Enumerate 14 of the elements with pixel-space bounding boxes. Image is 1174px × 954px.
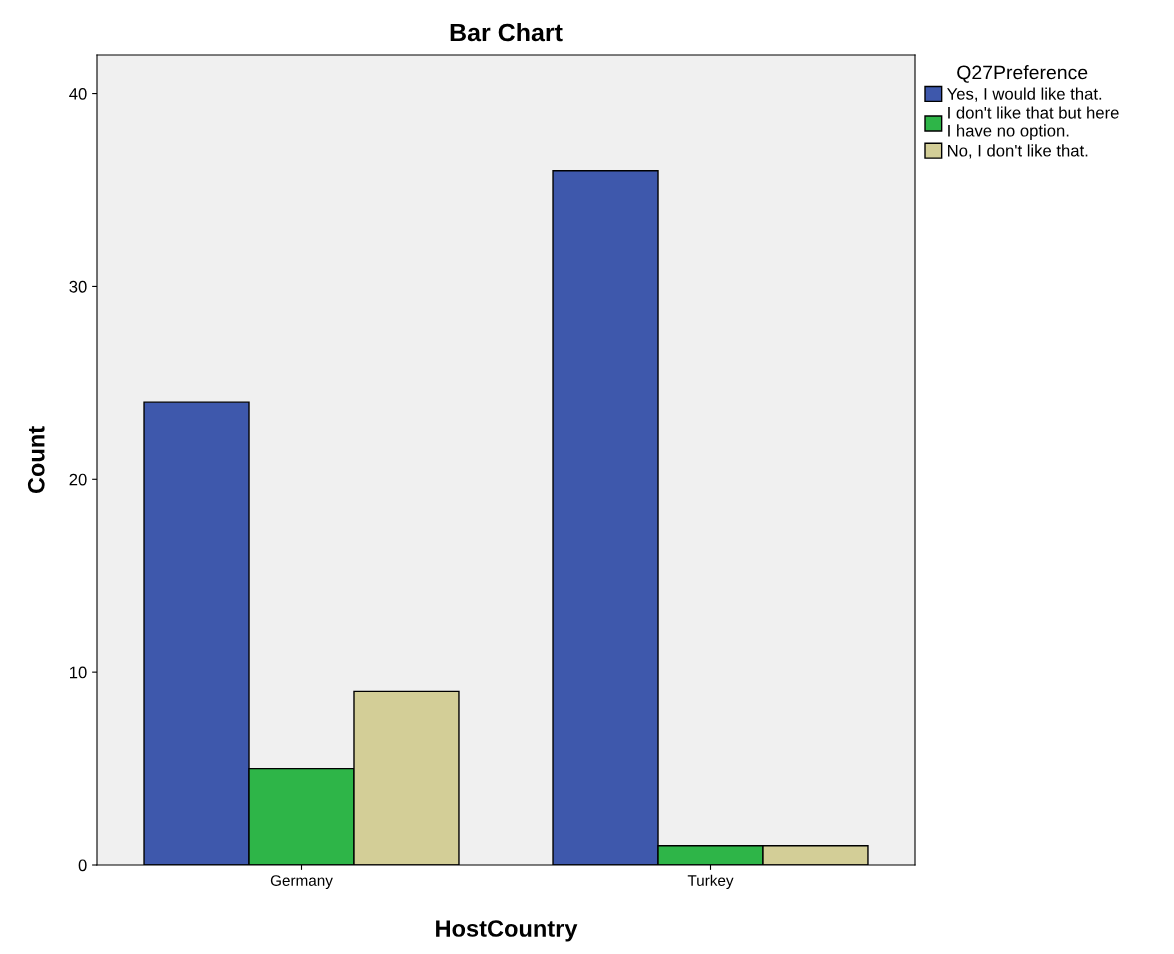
y-tick-label: 10 xyxy=(70,666,87,679)
legend-title: Q27Preference xyxy=(957,65,1088,83)
x-axis-title: HostCountry xyxy=(436,920,578,942)
chart-title: Bar Chart xyxy=(450,22,563,42)
x-tick-label: Germany xyxy=(270,875,333,889)
y-tick-label: 40 xyxy=(69,87,87,100)
y-tick-label: 30 xyxy=(69,280,87,293)
y-axis-title: Count xyxy=(27,426,45,494)
x-tick-label: Turkey xyxy=(687,874,734,889)
y-tick-label: 0 xyxy=(78,859,87,872)
y-tick-label: 20 xyxy=(69,473,87,486)
legend-label: I don't like that but here I have no option. xyxy=(948,106,1119,140)
legend-label: Yes, I would like that. xyxy=(947,87,1102,102)
legend-label: No, I don't like that. xyxy=(948,144,1088,159)
